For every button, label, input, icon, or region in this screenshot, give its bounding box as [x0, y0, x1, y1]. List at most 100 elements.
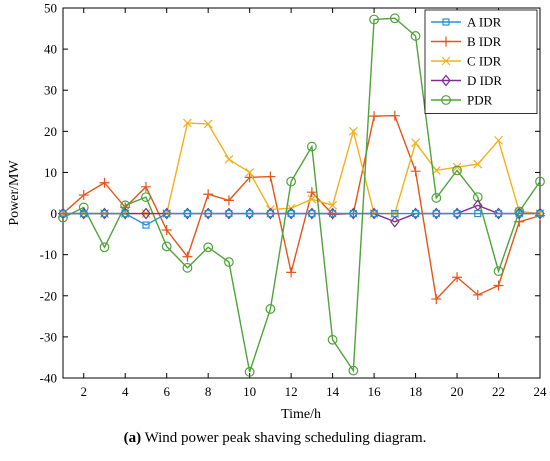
data-point-a-idr	[142, 221, 150, 229]
legend-entry-pdr: PDR	[431, 93, 493, 108]
y-tick-label: -20	[40, 288, 57, 303]
data-point-b-idr	[161, 225, 172, 235]
data-point-pdr	[431, 193, 442, 203]
data-point-c-idr	[411, 138, 420, 148]
data-point-a-idr	[204, 209, 212, 218]
data-point-a-idr	[246, 209, 254, 218]
data-point-b-idr	[286, 267, 297, 278]
data-point-c-idr	[473, 159, 483, 169]
data-point-a-idr	[329, 209, 337, 218]
legend-entry-b-idr: B IDR	[431, 34, 502, 49]
x-tick-label: 20	[451, 384, 464, 399]
data-point-a-idr	[287, 209, 295, 218]
x-tick-label: 2	[80, 384, 87, 399]
data-point-pdr	[120, 200, 131, 211]
data-point-b-idr	[182, 251, 193, 262]
x-tick-label: 22	[492, 384, 505, 399]
line-chart: 2 4 6 8 10 12 14 16 18 20 22 24-40-30-20-1001020304…	[7, 1, 547, 423]
y-tick-label: -10	[40, 247, 57, 262]
x-tick-label: 18	[409, 384, 422, 399]
data-point-d-idr	[141, 207, 151, 220]
y-axis-label: Power/MW	[7, 160, 22, 226]
data-point-a-idr	[536, 209, 544, 218]
data-point-a-idr	[266, 209, 274, 218]
data-point-b-idr	[493, 280, 504, 291]
legend-label: PDR	[467, 93, 493, 108]
data-point-pdr	[389, 13, 400, 24]
data-point-pdr	[78, 202, 89, 213]
legend-label: A IDR	[467, 15, 502, 30]
data-point-a-idr	[163, 209, 171, 218]
y-tick-label: 40	[44, 42, 57, 57]
data-point-b-idr	[452, 272, 463, 283]
data-point-pdr	[141, 192, 151, 203]
y-tick-label: 20	[44, 124, 57, 139]
data-point-pdr	[286, 176, 297, 187]
y-tick-label: -40	[40, 371, 57, 386]
legend-marker	[441, 36, 451, 47]
legend-marker	[442, 18, 450, 26]
data-point-c-idr	[452, 162, 462, 172]
data-point-c-idr	[494, 135, 503, 145]
series-a-idr	[59, 209, 544, 229]
data-point-c-idr	[183, 118, 192, 128]
data-point-a-idr	[349, 209, 357, 218]
data-point-pdr	[452, 165, 462, 176]
data-point-c-idr	[328, 200, 338, 210]
caption-label: (a)	[123, 430, 142, 446]
data-point-pdr	[369, 14, 379, 25]
data-point-c-idr	[203, 119, 213, 129]
series-pdr	[58, 13, 545, 377]
data-point-c-idr	[245, 168, 255, 177]
data-point-b-idr	[265, 171, 276, 182]
data-point-b-idr	[203, 189, 214, 200]
data-point-b-idr	[389, 110, 400, 121]
series-line-pdr	[62, 17, 541, 373]
data-point-b-idr	[78, 190, 89, 201]
data-point-pdr	[535, 176, 545, 187]
legend-marker	[441, 95, 451, 105]
data-point-a-idr	[100, 209, 109, 218]
series-b-idr	[58, 110, 545, 305]
data-point-a-idr	[59, 209, 67, 218]
data-point-pdr	[224, 257, 234, 267]
legend-entry-d-idr: D IDR	[431, 73, 502, 88]
x-tick-label: 16	[368, 384, 382, 399]
legend-label: D IDR	[467, 73, 502, 88]
data-point-a-idr	[80, 209, 88, 218]
data-point-pdr	[161, 241, 172, 252]
data-point-b-idr	[431, 294, 442, 305]
data-point-pdr	[327, 334, 338, 345]
data-point-a-idr	[432, 209, 440, 218]
x-tick-label: 14	[326, 384, 340, 399]
legend-label: B IDR	[467, 34, 502, 49]
x-tick-label: 8	[205, 384, 212, 399]
data-point-a-idr	[121, 209, 129, 218]
legend: A IDR B IDR C IDR D IDR PDR	[424, 9, 538, 114]
data-point-pdr	[514, 206, 525, 217]
x-tick-label: 4	[122, 384, 129, 399]
data-point-b-idr	[223, 195, 234, 206]
data-point-b-idr	[140, 181, 151, 192]
data-point-c-idr	[224, 154, 234, 164]
legend-marker	[441, 74, 451, 87]
y-tick-label: 30	[44, 83, 57, 98]
data-point-pdr	[244, 366, 255, 377]
x-tick-label: 12	[285, 384, 298, 399]
legend-label: C IDR	[467, 54, 502, 69]
series-line-b-idr	[62, 115, 541, 301]
data-point-pdr	[493, 266, 504, 277]
data-point-c-idr	[348, 126, 358, 136]
legend-entry-a-idr: A IDR	[431, 15, 502, 30]
data-point-b-idr	[472, 289, 483, 300]
data-point-a-idr	[370, 209, 378, 218]
data-point-a-idr	[474, 209, 482, 218]
y-tick-label: -30	[40, 329, 57, 344]
data-point-c-idr	[307, 194, 317, 204]
x-axis-label: Time/h	[281, 407, 321, 422]
data-point-pdr	[265, 304, 276, 314]
data-point-a-idr	[308, 209, 316, 218]
data-point-a-idr	[391, 209, 399, 218]
caption-text: Wind power peak shaving scheduling diagr…	[141, 430, 427, 446]
x-tick-label: 6	[163, 384, 170, 399]
